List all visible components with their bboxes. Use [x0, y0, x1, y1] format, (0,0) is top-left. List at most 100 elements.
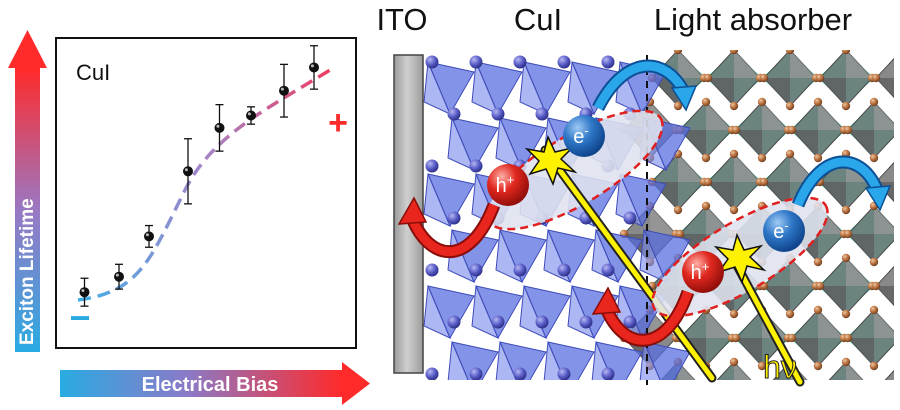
halide-atom	[896, 334, 900, 342]
hole-1: h+	[487, 164, 529, 206]
halide-atom	[871, 73, 881, 83]
light-absorber-label: Light absorber	[654, 2, 852, 37]
photon-label: hν	[763, 349, 797, 385]
halide-atom	[841, 205, 851, 215]
tetrahedron	[423, 285, 475, 340]
octahedron	[763, 50, 817, 107]
tetrahedron	[639, 341, 691, 380]
material-label-cui-plot: CuI	[76, 60, 110, 85]
halide-atom	[868, 386, 876, 394]
cui-label: CuI	[514, 2, 562, 37]
iodide-atom	[469, 367, 483, 380]
electron-transfer-arrow-2	[791, 155, 892, 212]
data-point	[309, 45, 319, 90]
halide-atom	[896, 230, 900, 238]
halide-atom	[816, 386, 824, 394]
halide-atom	[869, 97, 879, 107]
iodide-atom	[469, 159, 483, 173]
octahedron	[884, 369, 894, 380]
halide-atom	[729, 101, 739, 111]
iodide-atom	[447, 211, 461, 225]
iodide-atom	[601, 367, 615, 380]
tetrahedron	[471, 285, 523, 340]
iodide-atom	[425, 263, 439, 277]
halide-atom	[841, 357, 851, 367]
halide-atom	[675, 229, 685, 239]
minus-sign: −	[69, 297, 90, 338]
hole-2: h+	[682, 251, 724, 293]
iodide-atom	[513, 367, 527, 380]
iodide-atom	[469, 55, 483, 69]
data-point	[114, 263, 124, 290]
octahedron	[819, 257, 873, 315]
halide-atom	[869, 305, 879, 315]
electron-transfer-arrow-1	[592, 59, 698, 112]
electrical-bias-axis-arrow: Electrical Bias	[60, 362, 370, 405]
halide-atom	[813, 97, 823, 107]
excitation-burst-2	[713, 232, 767, 285]
marker	[246, 110, 256, 121]
halide-atom	[841, 253, 851, 263]
left-panel: Exciton Lifetime Electrical Bias CuI − +	[8, 30, 370, 405]
crystal-lattice	[423, 50, 900, 394]
data-point	[79, 277, 90, 307]
halide-atom	[757, 97, 767, 107]
right-panel: ITO CuI Light absorber e- e-	[376, 2, 900, 394]
halide-atom	[704, 386, 712, 394]
halide-atom	[703, 177, 713, 187]
halide-atom	[703, 73, 713, 83]
marker	[214, 122, 225, 133]
iodide-atom	[425, 159, 439, 173]
halide-atom	[871, 281, 881, 291]
iodide-atom	[601, 55, 615, 69]
marker	[183, 166, 193, 177]
halide-atom	[700, 386, 708, 394]
hole-transfer-arrow-2	[591, 286, 695, 347]
halide-atom	[787, 333, 797, 343]
octahedron	[707, 153, 761, 211]
marker-highlight	[81, 289, 85, 293]
iodide-atom	[579, 315, 593, 329]
octahedron	[847, 309, 894, 367]
halide-atom	[843, 125, 853, 135]
halide-atom	[841, 101, 851, 111]
halide-atom	[701, 97, 711, 107]
halide-atom	[673, 205, 683, 215]
halide-atom	[729, 50, 739, 55]
data-point	[279, 63, 289, 118]
ito-label: ITO	[376, 2, 427, 37]
electron-1: e-	[563, 115, 605, 157]
tetrahedron	[519, 285, 571, 340]
iodide-atom	[447, 107, 461, 121]
halide-atom	[787, 125, 797, 135]
electron-2: e-	[763, 210, 805, 252]
halide-atom	[729, 357, 739, 367]
exciton-lifetime-axis-arrow: Exciton Lifetime	[8, 30, 47, 352]
halide-atom	[813, 305, 823, 315]
halide-atom	[731, 125, 741, 135]
iodide-atom	[557, 263, 571, 277]
marker-highlight	[216, 124, 220, 128]
halide-atom	[869, 153, 879, 163]
halide-atom	[673, 50, 683, 55]
halide-atom	[815, 281, 825, 291]
halide-atom	[812, 386, 820, 394]
x-axis-label: Electrical Bias	[142, 374, 279, 396]
halide-atom	[813, 257, 823, 267]
halide-atom	[729, 205, 739, 215]
halide-atom	[785, 50, 795, 55]
octahedron	[716, 361, 752, 380]
halide-atom	[869, 361, 879, 371]
halide-atom	[785, 149, 795, 159]
marker-highlight	[310, 64, 314, 68]
iodide-atom	[623, 211, 637, 225]
tetrahedron	[543, 341, 595, 380]
data-point	[183, 138, 193, 205]
data-points	[79, 45, 319, 307]
halide-atom	[759, 177, 769, 187]
octahedron	[707, 50, 761, 107]
halide-atom	[757, 153, 767, 163]
halide-atom	[760, 386, 768, 394]
iodide-atom	[469, 263, 483, 277]
